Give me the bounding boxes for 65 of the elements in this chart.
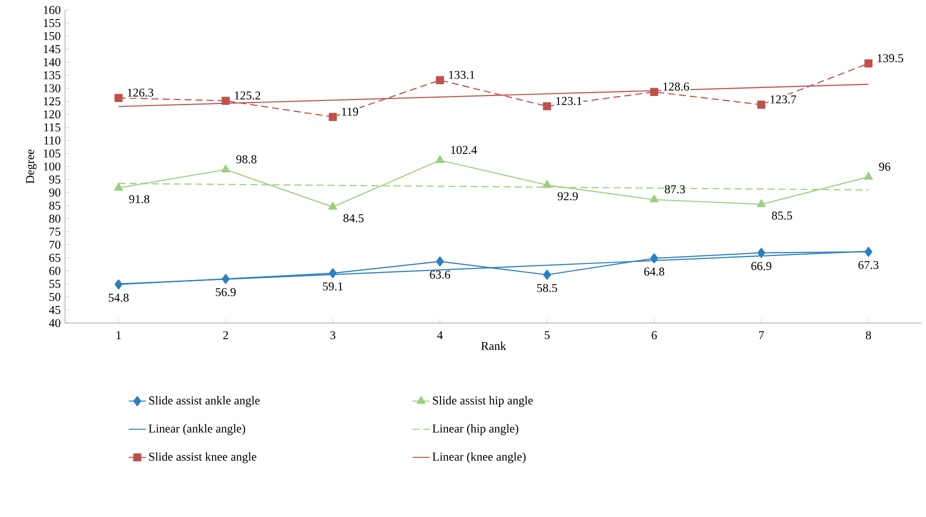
x-tick-label: 5 bbox=[544, 331, 550, 340]
y-tick-label: 130 bbox=[44, 84, 60, 92]
data-label: 126.3 bbox=[128, 88, 154, 97]
data-label: 119 bbox=[342, 108, 358, 116]
y-tick-label: 115 bbox=[44, 123, 60, 132]
data-label: 98.8 bbox=[236, 155, 256, 164]
x-axis-title: Rank bbox=[481, 341, 506, 350]
data-label: 123.7 bbox=[770, 95, 796, 104]
data-label: 84.5 bbox=[343, 214, 364, 222]
data-label: 59.1 bbox=[323, 282, 343, 290]
legend-label: Slide assist ankle angle bbox=[149, 396, 260, 407]
data-label: 123.1 bbox=[556, 96, 582, 106]
y-tick-label: 135 bbox=[44, 71, 60, 80]
y-tick-label: 45 bbox=[49, 306, 60, 314]
y-tick-label: 155 bbox=[44, 19, 60, 28]
y-tick-label: 110 bbox=[44, 136, 60, 144]
data-label: 102.4 bbox=[451, 146, 477, 154]
x-tick-label: 7 bbox=[759, 331, 764, 340]
y-tick-label: 65 bbox=[49, 254, 60, 262]
data-label: 91.8 bbox=[129, 195, 150, 204]
data-label: 63.6 bbox=[430, 270, 450, 279]
x-tick-label: 1 bbox=[116, 331, 121, 340]
x-tick-label: 3 bbox=[330, 331, 336, 340]
y-tick-label: 145 bbox=[44, 45, 60, 54]
y-tick-label: 150 bbox=[44, 32, 60, 40]
y-axis-title: Degree bbox=[26, 150, 37, 184]
data-label: 58.5 bbox=[537, 284, 558, 292]
y-tick-label: 105 bbox=[44, 149, 60, 158]
legend-label: Linear (hip angle) bbox=[432, 424, 518, 436]
y-tick-label: 160 bbox=[44, 6, 60, 14]
y-tick-label: 100 bbox=[44, 162, 60, 171]
data-label: 92.9 bbox=[558, 192, 578, 200]
y-tick-label: 40 bbox=[49, 318, 60, 328]
y-tick-label: 95 bbox=[49, 176, 60, 184]
data-label: 85.5 bbox=[772, 212, 792, 220]
data-label: 66.9 bbox=[751, 262, 772, 270]
legend-label: Linear (knee angle) bbox=[432, 452, 526, 464]
data-label: 87.3 bbox=[664, 185, 685, 194]
y-tick-label: 75 bbox=[50, 228, 60, 236]
data-label: 128.6 bbox=[663, 82, 690, 91]
y-tick-label: 60 bbox=[49, 266, 60, 275]
data-label: 54.8 bbox=[108, 294, 129, 302]
y-tick-label: 55 bbox=[49, 280, 60, 288]
y-tick-label: 80 bbox=[49, 214, 60, 223]
y-tick-label: 85 bbox=[49, 202, 60, 210]
x-tick-label: 2 bbox=[223, 331, 228, 340]
data-label: 125.2 bbox=[234, 91, 260, 100]
data-label: 96 bbox=[879, 162, 890, 171]
y-tick-label: 90 bbox=[49, 188, 60, 197]
legend-label: Slide assist knee angle bbox=[149, 452, 256, 464]
data-label: 56.9 bbox=[216, 288, 236, 296]
legend-label: Slide assist hip angle bbox=[432, 396, 533, 407]
legend-label: Linear (ankle angle) bbox=[148, 424, 246, 436]
y-tick-label: 120 bbox=[44, 110, 60, 118]
y-tick-label: 50 bbox=[49, 292, 60, 301]
y-tick-label: 125 bbox=[44, 97, 60, 106]
x-tick-label: 4 bbox=[437, 331, 443, 340]
data-label: 139.5 bbox=[878, 54, 904, 62]
y-tick-label: 70 bbox=[50, 240, 60, 249]
y-tick-label: 140 bbox=[44, 58, 60, 66]
data-label: 64.8 bbox=[644, 268, 664, 276]
x-tick-label: 8 bbox=[866, 331, 871, 340]
x-tick-label: 6 bbox=[652, 331, 657, 340]
data-label: 133.1 bbox=[449, 70, 474, 79]
data-label: 67.3 bbox=[858, 260, 878, 270]
